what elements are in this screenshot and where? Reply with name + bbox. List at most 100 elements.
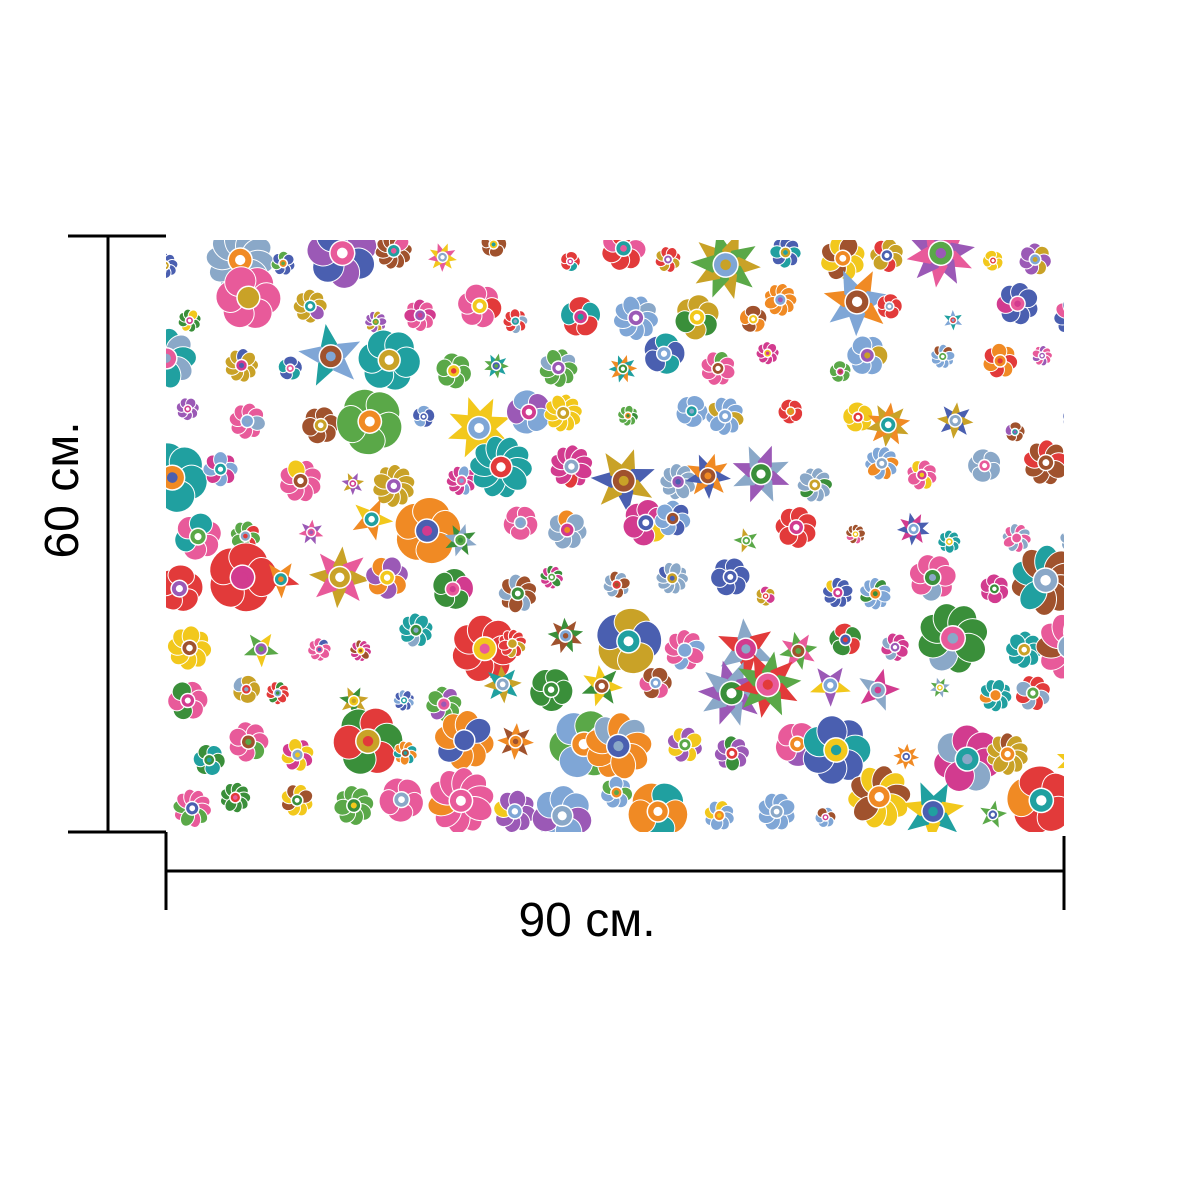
flower-core xyxy=(398,796,405,803)
flower xyxy=(192,744,226,776)
flower xyxy=(336,388,403,456)
flower xyxy=(372,463,416,508)
flower-core xyxy=(525,408,533,416)
flower-core xyxy=(935,248,946,259)
flower xyxy=(944,310,963,331)
flower-core xyxy=(441,701,447,707)
flower-core xyxy=(614,790,619,796)
flower-core xyxy=(547,686,555,693)
flower-core xyxy=(1040,354,1044,358)
petal xyxy=(134,349,167,380)
width-label: 90 см. xyxy=(518,894,655,947)
flower xyxy=(869,240,904,273)
flower-core xyxy=(642,519,650,527)
flower-core xyxy=(904,754,909,759)
flower xyxy=(378,777,424,823)
flower-core xyxy=(992,586,997,592)
petal xyxy=(152,253,167,268)
petal xyxy=(1055,302,1064,319)
flower xyxy=(859,577,892,611)
flower-core xyxy=(1014,535,1019,541)
flower xyxy=(622,499,670,547)
flower-core xyxy=(879,460,885,466)
flower xyxy=(427,767,495,832)
flower xyxy=(659,463,697,501)
flower xyxy=(243,633,279,668)
flower-core xyxy=(351,698,357,704)
flower-core xyxy=(952,417,958,424)
flower xyxy=(601,240,647,271)
flower-core xyxy=(614,582,619,587)
petal xyxy=(1071,537,1088,554)
flower xyxy=(666,726,703,763)
flower xyxy=(978,678,1013,713)
flower-core xyxy=(364,416,375,427)
flower xyxy=(307,637,332,662)
flower xyxy=(425,685,463,723)
flower xyxy=(339,687,369,716)
flower-core xyxy=(727,573,734,580)
flower xyxy=(755,585,776,607)
flower xyxy=(864,446,900,481)
flower xyxy=(1006,765,1064,832)
flower xyxy=(167,680,209,721)
flower-core xyxy=(185,407,190,411)
flower-core xyxy=(187,318,192,323)
petal xyxy=(134,339,167,368)
flower xyxy=(908,554,957,602)
flower xyxy=(228,402,266,440)
flower-center xyxy=(1065,308,1082,325)
flower xyxy=(880,632,910,662)
flower xyxy=(627,782,689,832)
flower xyxy=(917,603,988,674)
flower xyxy=(613,295,659,341)
petal xyxy=(1074,310,1094,328)
flower-core xyxy=(1014,300,1021,307)
flower-core xyxy=(613,741,624,752)
flower-core xyxy=(275,691,280,695)
flower xyxy=(663,629,706,671)
flower xyxy=(654,499,692,537)
flower-core xyxy=(476,302,484,310)
petal xyxy=(1075,534,1090,547)
flower xyxy=(703,800,735,831)
flower-core xyxy=(449,585,456,593)
petal xyxy=(1072,301,1094,322)
flower xyxy=(982,342,1019,379)
flower-core xyxy=(874,686,882,694)
flower xyxy=(394,496,462,565)
flower-core xyxy=(669,575,675,581)
flower xyxy=(810,667,851,707)
petal xyxy=(1072,526,1089,543)
petal xyxy=(1057,759,1064,769)
flower xyxy=(937,529,962,554)
flower xyxy=(710,557,751,597)
flower xyxy=(655,561,689,595)
flower xyxy=(828,622,862,657)
flower xyxy=(1014,675,1051,712)
flower-core xyxy=(947,632,959,644)
flower-core xyxy=(853,532,858,536)
flower-core xyxy=(744,538,749,543)
flower-core xyxy=(951,318,955,322)
flower xyxy=(995,282,1039,326)
flower-core xyxy=(206,757,212,763)
flower xyxy=(981,249,1004,272)
flower-core xyxy=(294,797,300,803)
flower xyxy=(828,360,852,383)
flower-core xyxy=(990,812,995,817)
flower xyxy=(483,665,522,704)
flower-core xyxy=(729,750,735,757)
flower-core xyxy=(560,410,567,416)
flower-core xyxy=(232,795,238,800)
flower xyxy=(428,243,457,272)
flower xyxy=(822,576,854,609)
flower xyxy=(502,505,539,541)
flower xyxy=(166,625,213,671)
flower xyxy=(846,335,889,376)
flower xyxy=(1053,296,1094,334)
flower-core xyxy=(741,644,751,654)
flower xyxy=(531,785,593,832)
flower-core xyxy=(911,526,917,532)
flower xyxy=(493,789,537,832)
